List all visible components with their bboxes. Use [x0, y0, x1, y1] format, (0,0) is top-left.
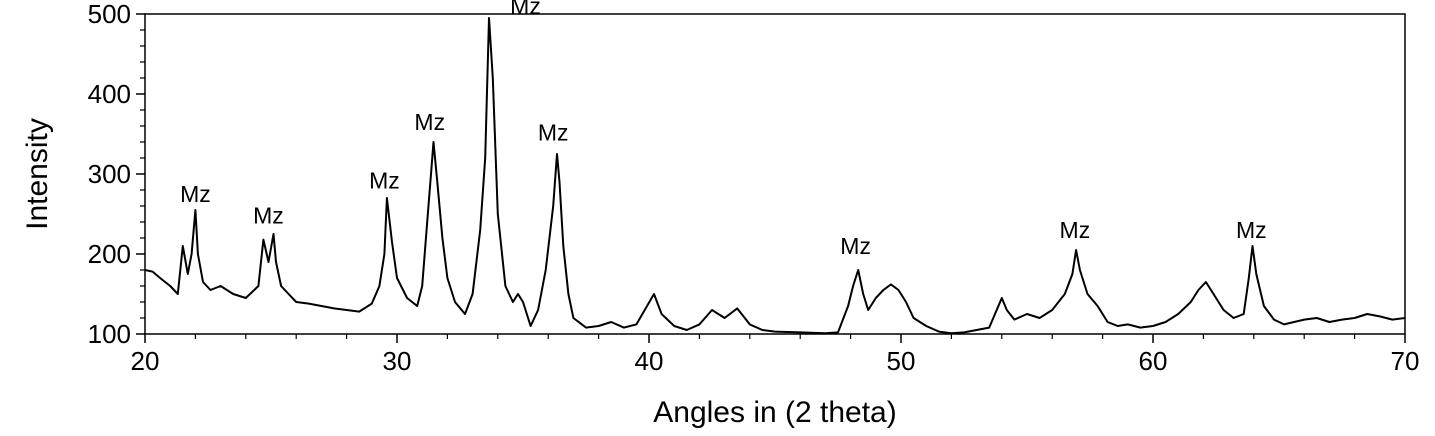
y-tick-label: 500 [88, 0, 131, 29]
x-tick-label: 30 [383, 346, 412, 376]
x-tick-label: 60 [1139, 346, 1168, 376]
x-axis-title: Angles in (2 theta) [653, 396, 896, 429]
y-tick-label: 400 [88, 79, 131, 109]
tick-labels: 20 30 40 50 60 70 100 200 300 400 500 [88, 0, 1420, 376]
peak-annotations: Mz Mz Mz Mz Mz Mz Mz Mz Mz [180, 0, 1267, 259]
y-tick-label: 300 [88, 159, 131, 189]
peak-label: Mz [1236, 217, 1267, 243]
x-tick-label: 70 [1391, 346, 1420, 376]
peak-label: Mz [1060, 217, 1091, 243]
peak-label: Mz [538, 119, 569, 145]
plot-frame [144, 13, 1406, 335]
y-axis-title: Intensity [21, 118, 54, 230]
peak-label: Mz [369, 167, 400, 193]
major-ticks [136, 13, 1406, 343]
y-tick-label: 100 [88, 319, 131, 349]
series-line-intensity [144, 17, 1406, 335]
y-tick-label: 200 [88, 239, 131, 269]
peak-label: Mz [510, 0, 541, 19]
peak-label: Mz [840, 233, 871, 259]
minor-ticks [140, 29, 1356, 339]
peak-label: Mz [253, 203, 284, 229]
x-tick-label: 20 [131, 346, 160, 376]
peak-label: Mz [414, 109, 445, 135]
x-tick-label: 50 [887, 346, 916, 376]
x-tick-label: 40 [635, 346, 664, 376]
peak-label: Mz [180, 181, 211, 207]
